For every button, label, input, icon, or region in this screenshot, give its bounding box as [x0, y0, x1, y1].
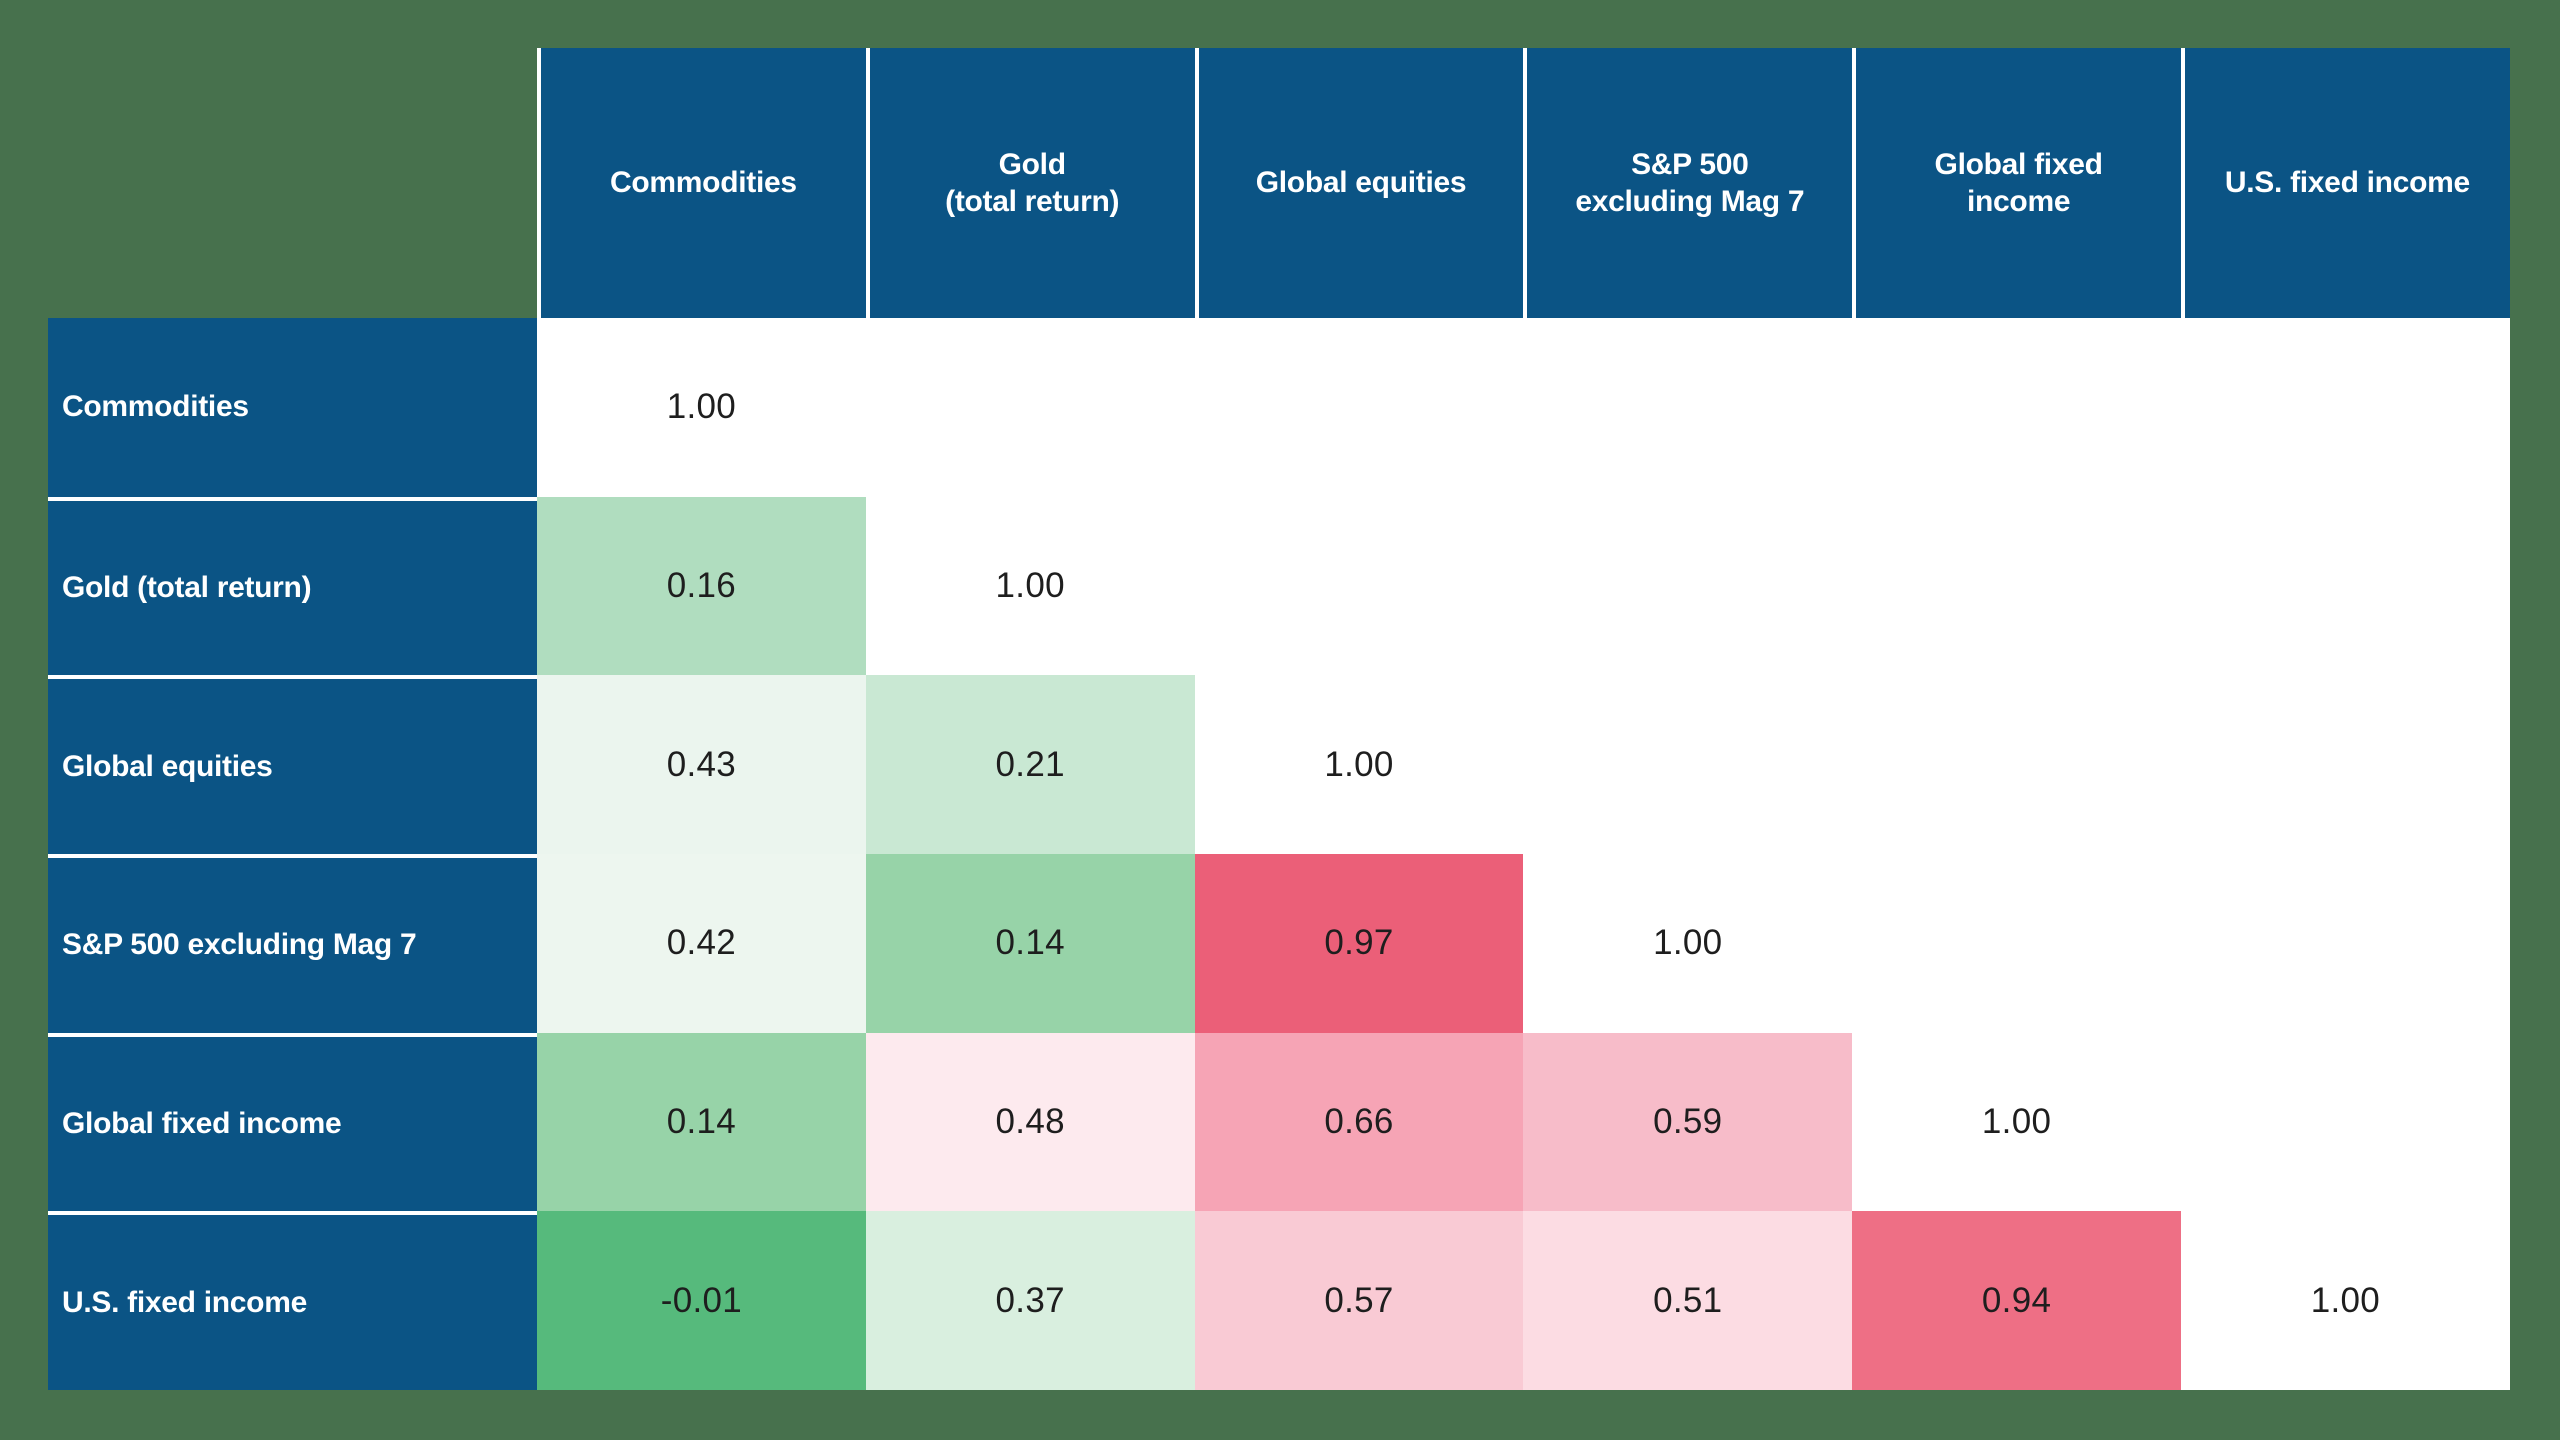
row-header-sp500-excluding-mag7: S&P 500 excluding Mag 7	[48, 854, 537, 1033]
matrix-cell-globalfi-sp500: 0.59	[1523, 1032, 1853, 1212]
cell-value: 0.51	[1653, 1280, 1723, 1320]
cell-value: 0.16	[666, 566, 737, 606]
row-header-label: Commodities	[62, 390, 249, 424]
matrix-cell-globaleq-commodities: 0.43	[537, 675, 866, 855]
row-header-label: Gold (total return)	[62, 571, 312, 605]
cell-value: 0.14	[666, 1102, 737, 1142]
cell-value: -0.01	[660, 1280, 743, 1320]
matrix-cell-globalfi-globaleq: 0.66	[1194, 1032, 1524, 1212]
column-header-commodities: Commodities	[537, 48, 866, 318]
column-header-label: S&P 500 excluding Mag 7	[1575, 147, 1805, 219]
matrix-cell-empty	[1852, 854, 2181, 1033]
matrix-cell-usfi-sp500: 0.51	[1523, 1211, 1853, 1391]
corner-cell	[48, 48, 537, 318]
matrix-cell-commodities-commodities: 1.00	[537, 318, 866, 497]
cell-value: 0.37	[995, 1280, 1065, 1320]
matrix-cell-globalfi-globalfi: 1.00	[1852, 1032, 2181, 1212]
matrix-cell-sp500-commodities: 0.42	[537, 854, 866, 1033]
matrix-cell-empty	[2180, 854, 2510, 1033]
column-header-us-fixed-income: U.S. fixed income	[2180, 48, 2510, 318]
cell-value: 1.00	[1324, 744, 1394, 784]
matrix-cell-empty	[2180, 496, 2510, 676]
matrix-cell-empty	[1523, 675, 1853, 855]
cell-value: 0.94	[1981, 1280, 2052, 1320]
cell-value: 1.00	[2310, 1280, 2381, 1320]
column-header-sp500-excluding-mag7: S&P 500 excluding Mag 7	[1523, 48, 1853, 318]
cell-value: 0.43	[666, 744, 737, 784]
row-header-label: Global fixed income	[62, 1107, 342, 1141]
matrix-cell-empty	[1523, 496, 1853, 676]
cell-value: 1.00	[1653, 923, 1723, 963]
matrix-cell-usfi-usfi: 1.00	[2180, 1211, 2510, 1391]
matrix-cell-gold-commodities: 0.16	[537, 496, 866, 676]
row-header-gold-total-return: Gold (total return)	[48, 496, 537, 676]
column-header-gold-total-return: Gold (total return)	[865, 48, 1195, 318]
cell-value: 1.00	[666, 387, 737, 427]
cell-value: 1.00	[1981, 1102, 2052, 1142]
matrix-cell-empty	[2180, 1032, 2510, 1212]
column-header-global-equities: Global equities	[1194, 48, 1524, 318]
matrix-cell-empty	[1852, 675, 2181, 855]
matrix-cell-globalfi-commodities: 0.14	[537, 1032, 866, 1212]
cell-value: 0.14	[995, 923, 1065, 963]
matrix-cell-empty	[1194, 318, 1524, 497]
row-header-label: Global equities	[62, 749, 273, 783]
matrix-cell-sp500-gold: 0.14	[865, 854, 1195, 1033]
column-header-label: Gold (total return)	[945, 147, 1120, 219]
column-header-global-fixed-income: Global fixed income	[1852, 48, 2181, 318]
matrix-cell-globaleq-globaleq: 1.00	[1194, 675, 1524, 855]
matrix-cell-globaleq-gold: 0.21	[865, 675, 1195, 855]
column-header-label: U.S. fixed income	[2224, 166, 2470, 200]
matrix-cell-empty	[2180, 675, 2510, 855]
matrix-cell-empty	[2180, 318, 2510, 497]
matrix-cell-empty	[1523, 318, 1853, 497]
row-header-global-equities: Global equities	[48, 675, 537, 855]
row-header-label: U.S. fixed income	[62, 1285, 307, 1319]
matrix-cell-usfi-globaleq: 0.57	[1194, 1211, 1524, 1391]
matrix-cell-usfi-commodities: -0.01	[537, 1211, 866, 1391]
correlation-matrix: Commodities Gold (total return) Global e…	[48, 48, 2510, 1391]
matrix-cell-empty	[1194, 496, 1524, 676]
row-header-commodities: Commodities	[48, 318, 537, 497]
row-header-us-fixed-income: U.S. fixed income	[48, 1211, 537, 1391]
row-header-global-fixed-income: Global fixed income	[48, 1032, 537, 1212]
matrix-cell-empty	[865, 318, 1195, 497]
cell-value: 0.66	[1324, 1102, 1394, 1142]
matrix-cell-usfi-gold: 0.37	[865, 1211, 1195, 1391]
matrix-cell-sp500-globaleq: 0.97	[1194, 854, 1524, 1033]
matrix-cell-sp500-sp500: 1.00	[1523, 854, 1853, 1033]
row-header-label: S&P 500 excluding Mag 7	[62, 928, 417, 962]
matrix-cell-gold-gold: 1.00	[865, 496, 1195, 676]
cell-value: 0.21	[995, 744, 1065, 784]
cell-value: 0.42	[666, 923, 737, 963]
cell-value: 0.97	[1324, 923, 1394, 963]
cell-value: 1.00	[995, 566, 1065, 606]
cell-value: 0.59	[1653, 1102, 1723, 1142]
matrix-cell-empty	[1852, 496, 2181, 676]
cell-value: 0.48	[995, 1102, 1065, 1142]
cell-value: 0.57	[1324, 1280, 1394, 1320]
matrix-cell-usfi-globalfi: 0.94	[1852, 1211, 2181, 1391]
column-header-label: Global equities	[1255, 166, 1467, 200]
matrix-cell-globalfi-gold: 0.48	[865, 1032, 1195, 1212]
column-header-label: Commodities	[610, 166, 797, 200]
column-header-label: Global fixed income	[1934, 147, 2103, 219]
matrix-cell-empty	[1852, 318, 2181, 497]
